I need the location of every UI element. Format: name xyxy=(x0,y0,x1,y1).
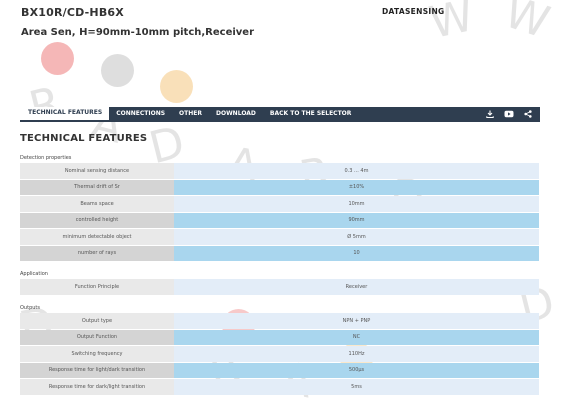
row-value: Ø 5mm xyxy=(174,229,539,245)
table-row: Thermal drift of Sr ±10% xyxy=(20,179,539,195)
row-label: Thermal drift of Sr xyxy=(20,179,174,195)
row-value: 110Hz xyxy=(174,346,539,362)
tab-list: TECHNICAL FEATURES CONNECTIONS OTHER DOW… xyxy=(20,107,540,120)
row-label: Nominal sensing distance xyxy=(20,163,174,179)
watermark-dot xyxy=(41,42,74,75)
table-row: controlled height 90mm xyxy=(20,212,539,228)
detection-properties-table: Nominal sensing distance 0.3 ... 4m Ther… xyxy=(20,163,539,262)
tab-connections[interactable]: CONNECTIONS xyxy=(116,110,166,117)
watermark-letter: W xyxy=(498,0,556,49)
table-row: Output type NPN + PNP xyxy=(20,313,539,329)
watermark-letter: A xyxy=(86,97,128,154)
row-label: Response time for dark/light transition xyxy=(20,379,174,395)
row-value: ±10% xyxy=(174,179,539,195)
tab-bar-actions xyxy=(476,107,540,120)
feature-tab-bar: TECHNICAL FEATURES CONNECTIONS OTHER DOW… xyxy=(20,107,540,122)
brand-logo-text: DATASENSING xyxy=(382,7,445,16)
watermark-dot xyxy=(160,70,193,103)
table-row: Function Principle Receiver xyxy=(20,279,539,295)
table-row: Nominal sensing distance 0.3 ... 4m xyxy=(20,163,539,179)
row-label: controlled height xyxy=(20,212,174,228)
row-label: minimum detectable object xyxy=(20,229,174,245)
table-row: number of rays 10 xyxy=(20,245,539,261)
watermark-dot xyxy=(101,54,134,87)
outputs-table: Output type NPN + PNP Output Function NC… xyxy=(20,313,539,396)
row-value: 10mm xyxy=(174,196,539,212)
tab-download[interactable]: DOWNLOAD xyxy=(215,110,256,117)
row-value: 500µs xyxy=(174,362,539,378)
tab-back-to-selector[interactable]: BACK TO THE SELECTOR xyxy=(269,110,352,117)
tab-other[interactable]: OTHER xyxy=(179,110,202,117)
table-row: minimum detectable object Ø 5mm xyxy=(20,229,539,245)
youtube-icon[interactable] xyxy=(504,110,514,118)
group-label-detection: Detection properties xyxy=(20,155,72,161)
row-value: NC xyxy=(174,329,539,345)
table-row: Response time for light/dark transition … xyxy=(20,362,539,378)
page-subtitle: Area Sen, H=90mm-10mm pitch,Receiver xyxy=(21,27,255,38)
section-title: TECHNICAL FEATURES xyxy=(20,133,148,144)
tab-technical-features[interactable]: TECHNICAL FEATURES xyxy=(20,107,110,120)
row-label: Beams space xyxy=(20,196,174,212)
row-value: Receiver xyxy=(174,279,539,295)
table-row: Response time for dark/light transition … xyxy=(20,379,539,395)
row-label: Switching frequency xyxy=(20,346,174,362)
row-label: Output Function xyxy=(20,329,174,345)
row-value: 10 xyxy=(174,245,539,261)
application-table: Function Principle Receiver xyxy=(20,279,539,296)
row-label: Response time for light/dark transition xyxy=(20,362,174,378)
brand-logo[interactable]: DATASENSING xyxy=(382,7,445,16)
row-value: 90mm xyxy=(174,212,539,228)
row-value: NPN + PNP xyxy=(174,313,539,329)
table-row: Switching frequency 110Hz xyxy=(20,346,539,362)
row-label: Function Principle xyxy=(20,279,174,295)
download-icon[interactable] xyxy=(486,110,494,118)
watermark-letter: R xyxy=(24,77,67,134)
table-row: Beams space 10mm xyxy=(20,196,539,212)
group-label-outputs: Outputs xyxy=(20,305,40,311)
product-code: BX10R/CD-HB6X xyxy=(21,6,124,19)
row-label: number of rays xyxy=(20,245,174,261)
row-value: 0.3 ... 4m xyxy=(174,163,539,179)
table-row: Output Function NC xyxy=(20,329,539,345)
share-icon[interactable] xyxy=(524,109,532,118)
row-label: Output type xyxy=(20,313,174,329)
row-value: 5ms xyxy=(174,379,539,395)
group-label-application: Application xyxy=(20,271,48,277)
